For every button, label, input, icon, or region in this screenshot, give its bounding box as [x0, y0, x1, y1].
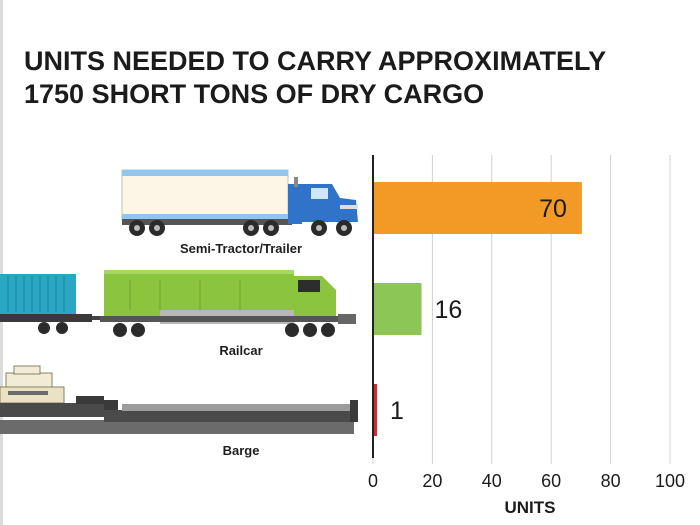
category-label-railcar: Railcar	[219, 343, 263, 358]
category-label-truck: Semi-Tractor/Trailer	[179, 241, 303, 256]
x-tick-label-100: 100	[655, 471, 685, 491]
x-tick-label-60: 60	[541, 471, 561, 491]
chart-title-line-1: UNITS NEEDED TO CARRY APPROXIMATELY	[24, 46, 607, 76]
data-label-2: 1	[390, 397, 404, 425]
data-label-0: 70	[539, 195, 567, 223]
chart-title-line-2: 1750 SHORT TONS OF DRY CARGO	[24, 79, 485, 109]
category-label-barge: Barge	[222, 443, 260, 458]
x-axis-title: UNITS	[505, 498, 556, 517]
bar-2	[374, 384, 377, 436]
x-tick-label-0: 0	[368, 471, 378, 491]
x-tick-label-80: 80	[601, 471, 621, 491]
bar-0	[374, 182, 582, 234]
data-label-1: 16	[435, 296, 463, 324]
semi-truck-icon	[121, 169, 358, 236]
bar-1	[374, 283, 422, 335]
x-tick-label-40: 40	[482, 471, 502, 491]
left-edge-strip	[0, 0, 3, 525]
locomotive-icon	[0, 270, 356, 337]
barge-icon	[0, 365, 358, 434]
x-tick-label-20: 20	[422, 471, 442, 491]
